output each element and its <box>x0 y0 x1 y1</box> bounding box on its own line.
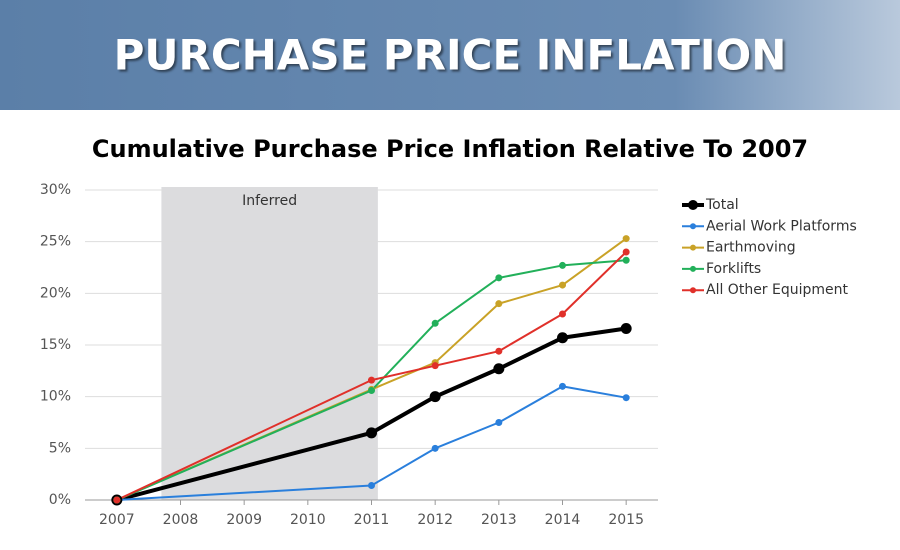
data-point <box>368 482 375 490</box>
legend-dot <box>688 200 698 210</box>
y-tick-label: 25% <box>40 234 71 250</box>
series-line <box>116 326 627 502</box>
chart-title: Cumulative Purchase Price Inflation Rela… <box>92 135 808 163</box>
data-point <box>429 391 441 403</box>
data-point <box>495 274 503 282</box>
data-point <box>431 319 439 327</box>
legend-dot <box>690 265 696 272</box>
x-tick-label: 2009 <box>226 512 262 528</box>
data-point <box>431 444 439 452</box>
legend-label: Aerial Work Platforms <box>706 218 857 234</box>
y-tick-label: 5% <box>49 440 71 456</box>
data-point <box>495 347 503 355</box>
y-tick-label: 20% <box>40 285 71 301</box>
x-tick-label: 2008 <box>163 512 199 528</box>
x-tick-label: 2013 <box>481 512 517 528</box>
plot: Inferred 0% 5% 10% 15% 20% 25% 30% 2007 2008 2009 2… <box>40 182 857 528</box>
legend-label: Forklifts <box>706 261 761 277</box>
data-point <box>620 322 632 334</box>
x-tick-label: 2011 <box>354 512 390 528</box>
series-line <box>116 251 627 501</box>
x-tick-label: 2010 <box>290 512 326 528</box>
x-tick-label: 2007 <box>99 512 135 528</box>
x-tick-label: 2014 <box>545 512 581 528</box>
y-tick-label: 0% <box>49 492 71 508</box>
legend-dot <box>690 287 696 294</box>
data-point <box>493 363 505 375</box>
data-point <box>622 256 630 264</box>
data-point <box>559 382 566 390</box>
data-point <box>368 386 375 394</box>
x-tick-label: 2012 <box>417 512 453 528</box>
x-tick-label: 2015 <box>608 512 644 528</box>
legend-dot <box>690 244 696 251</box>
shaded-label: Inferred <box>242 193 297 209</box>
banner <box>0 0 900 110</box>
data-point <box>368 376 375 384</box>
y-tick-label: 30% <box>40 182 71 198</box>
data-point <box>622 235 630 243</box>
y-tick-label: 15% <box>40 337 71 353</box>
series-line <box>116 385 627 501</box>
shaded-region <box>161 187 378 500</box>
data-point <box>622 394 630 402</box>
legend-label: Earthmoving <box>706 240 796 256</box>
data-point <box>495 300 503 308</box>
data-point <box>366 427 377 439</box>
data-point <box>622 248 630 256</box>
data-point <box>495 419 503 426</box>
data-point <box>559 281 566 289</box>
legend-label: All Other Equipment <box>706 282 849 298</box>
data-point <box>431 362 439 370</box>
data-point <box>559 310 566 318</box>
data-point <box>557 332 568 344</box>
data-point <box>113 496 121 504</box>
data-point <box>559 261 566 269</box>
legend-dot <box>690 223 696 230</box>
banner-title: PURCHASE PRICE INFLATION <box>114 31 787 80</box>
legend-label: Total <box>705 197 739 213</box>
series-line <box>116 259 627 501</box>
y-tick-label: 10% <box>40 389 71 405</box>
